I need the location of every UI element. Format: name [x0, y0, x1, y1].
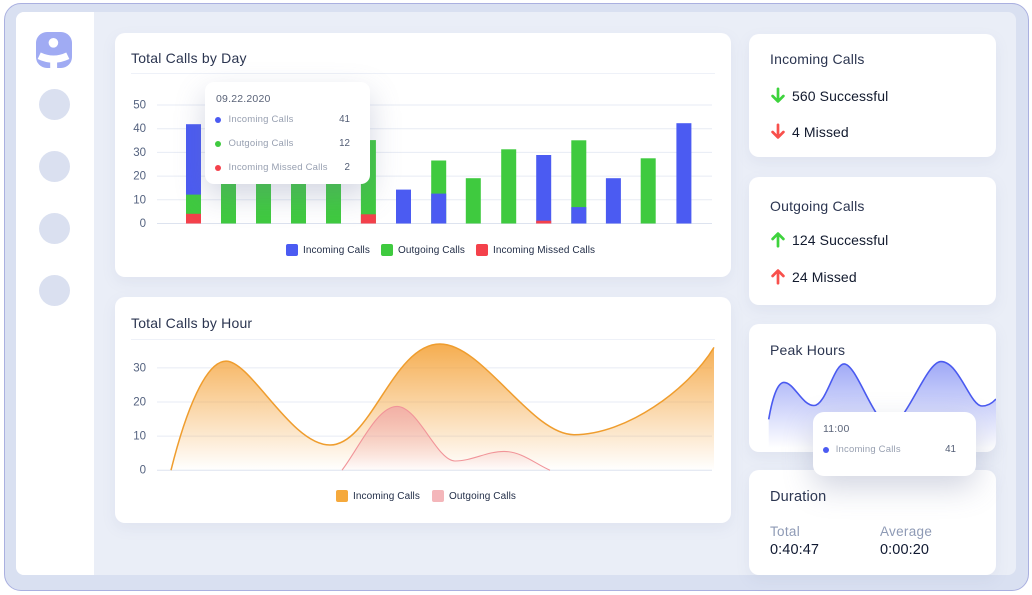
- svg-text:0: 0: [140, 465, 146, 477]
- svg-text:30: 30: [133, 362, 146, 374]
- svg-text:10: 10: [133, 431, 146, 443]
- svg-text:20: 20: [133, 397, 146, 409]
- svg-text:50: 50: [133, 100, 146, 112]
- svg-text:20: 20: [133, 171, 146, 183]
- svg-text:40: 40: [133, 123, 146, 135]
- svg-text:30: 30: [133, 147, 146, 159]
- svg-text:10: 10: [133, 194, 146, 206]
- svg-text:0: 0: [140, 218, 146, 230]
